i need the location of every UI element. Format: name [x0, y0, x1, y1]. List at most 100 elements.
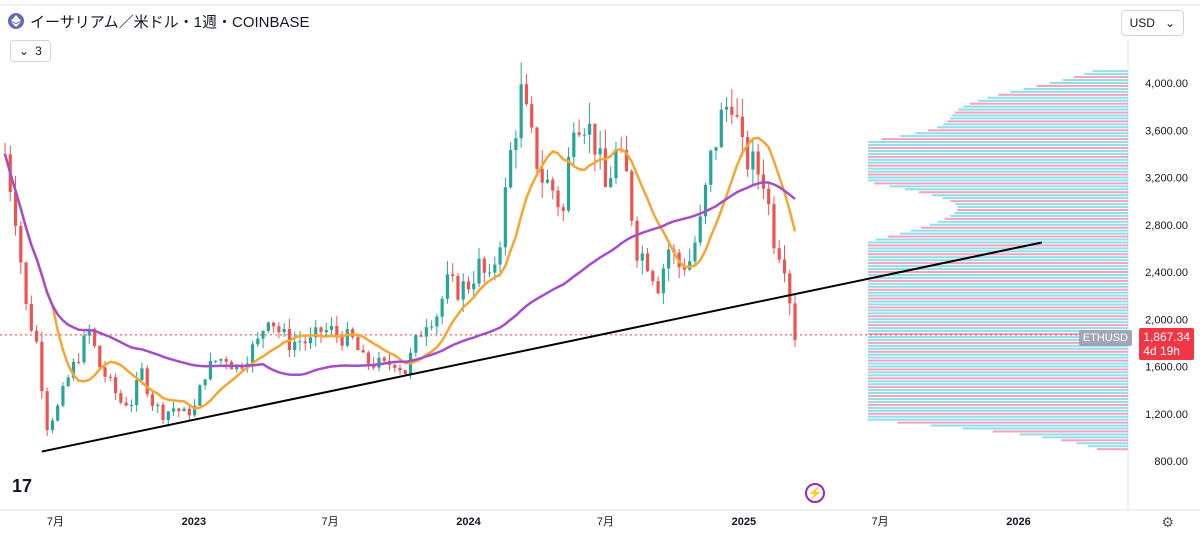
candle-body	[56, 405, 60, 421]
candle-body	[250, 344, 255, 364]
volume-profile-bar	[1062, 79, 1128, 82]
volume-profile-bar	[868, 327, 1128, 330]
candle-body	[730, 106, 734, 115]
volume-profile-bar	[868, 167, 1128, 170]
candle-body	[598, 148, 602, 155]
volume-profile-bar	[868, 164, 1128, 167]
candle-body	[61, 385, 65, 406]
volume-profile-bar	[868, 173, 1128, 176]
volume-profile-bar	[868, 347, 1128, 350]
volume-profile-bar	[868, 395, 1128, 398]
candle-body	[477, 258, 481, 284]
volume-profile-bar	[868, 418, 1128, 421]
volume-profile-bar	[868, 149, 1128, 152]
candle-body	[651, 271, 655, 282]
indicator-toggle[interactable]: ⌄ 3	[10, 40, 51, 62]
candle-body	[124, 402, 128, 406]
candle-body	[540, 168, 544, 183]
candle-body	[530, 104, 534, 128]
volume-profile-bar	[962, 427, 1128, 430]
candle-body	[171, 408, 176, 412]
candle-body	[345, 329, 349, 346]
candle-body	[545, 179, 550, 183]
volume-profile-bar	[868, 179, 1128, 182]
candle-body	[19, 225, 23, 263]
volume-profile-bar	[868, 397, 1128, 400]
candle-body	[609, 178, 613, 188]
candle-body	[487, 272, 492, 274]
volume-profile-bar	[904, 188, 1128, 191]
volume-profile-bar	[868, 392, 1128, 395]
volume-profile-bar	[1087, 445, 1128, 448]
volume-profile-bar	[868, 300, 1128, 303]
volume-profile-bar	[897, 421, 1128, 424]
x-tick-label: 2023	[182, 516, 206, 528]
volume-profile-bar	[868, 389, 1128, 392]
y-tick-label: 3,200.00	[1145, 173, 1188, 185]
volume-profile-bar	[987, 96, 1128, 99]
candle-body	[593, 123, 597, 155]
candle-body	[572, 132, 576, 158]
candle-body	[461, 281, 465, 300]
candle-body	[577, 132, 581, 136]
volume-profile-bar	[1076, 442, 1128, 445]
tradingview-logo[interactable]: 17	[12, 476, 33, 496]
volume-profile-bar	[1061, 439, 1128, 442]
candle-body	[724, 106, 729, 110]
candle-body	[277, 326, 281, 333]
candle-body	[108, 376, 112, 378]
volume-profile-bar	[875, 238, 1128, 241]
volume-profile-bar	[868, 294, 1128, 297]
y-tick-label: 4,000.00	[1145, 78, 1188, 90]
y-tick-label: 1,600.00	[1145, 362, 1188, 374]
volume-profile-bar	[868, 368, 1128, 371]
candle-body	[366, 352, 371, 364]
volume-profile-bar	[868, 146, 1128, 149]
volume-profile-bar	[930, 424, 1128, 427]
candle-body	[509, 149, 513, 188]
settings-icon[interactable]: ⚙	[1161, 514, 1174, 530]
candle-body	[688, 261, 692, 270]
candle-body	[145, 368, 149, 395]
lightning-icon[interactable]: ⚡	[805, 483, 825, 503]
candle-body	[693, 242, 697, 262]
volume-profile-bar	[868, 353, 1128, 356]
candle-body	[740, 116, 744, 138]
volume-profile-bar	[868, 403, 1128, 406]
candle-body	[140, 368, 144, 381]
candle-body	[430, 326, 434, 328]
candle-body	[709, 150, 713, 185]
currency-select[interactable]: USD ⌄	[1120, 10, 1184, 36]
volume-profile-bar	[936, 126, 1128, 129]
candle-body	[24, 262, 28, 304]
candle-body	[466, 281, 471, 290]
candle-body	[440, 298, 444, 317]
candle-body	[71, 361, 76, 378]
volume-profile-bar	[868, 312, 1128, 315]
volume-profile-bar	[899, 135, 1128, 138]
volume-profile-bar	[1049, 82, 1128, 84]
candle-body	[435, 316, 439, 327]
volume-profile-bar	[868, 241, 1128, 244]
volume-profile-bar	[868, 141, 1128, 144]
volume-profile-bar	[998, 93, 1128, 96]
volume-profile-bar	[868, 350, 1128, 353]
candle-body	[135, 380, 139, 406]
ethereum-icon	[8, 13, 24, 29]
volume-profile-bar	[868, 291, 1128, 294]
candle-body	[103, 367, 107, 377]
candle-body	[682, 267, 687, 270]
x-tick-label: 7月	[47, 516, 64, 528]
candle-body	[566, 157, 571, 211]
volume-profile-bar	[992, 430, 1128, 433]
volume-profile-bar	[868, 279, 1128, 282]
y-tick-label: 2,400.00	[1145, 267, 1188, 279]
volume-profile-bar	[1019, 433, 1128, 436]
candle-body	[551, 179, 555, 191]
volume-profile-bar	[868, 338, 1128, 341]
volume-profile-bar	[919, 191, 1128, 194]
symbol-tag: ETHUSD	[1078, 330, 1132, 346]
volume-profile-bar	[957, 206, 1128, 209]
y-tick-label: 1,200.00	[1145, 409, 1188, 421]
